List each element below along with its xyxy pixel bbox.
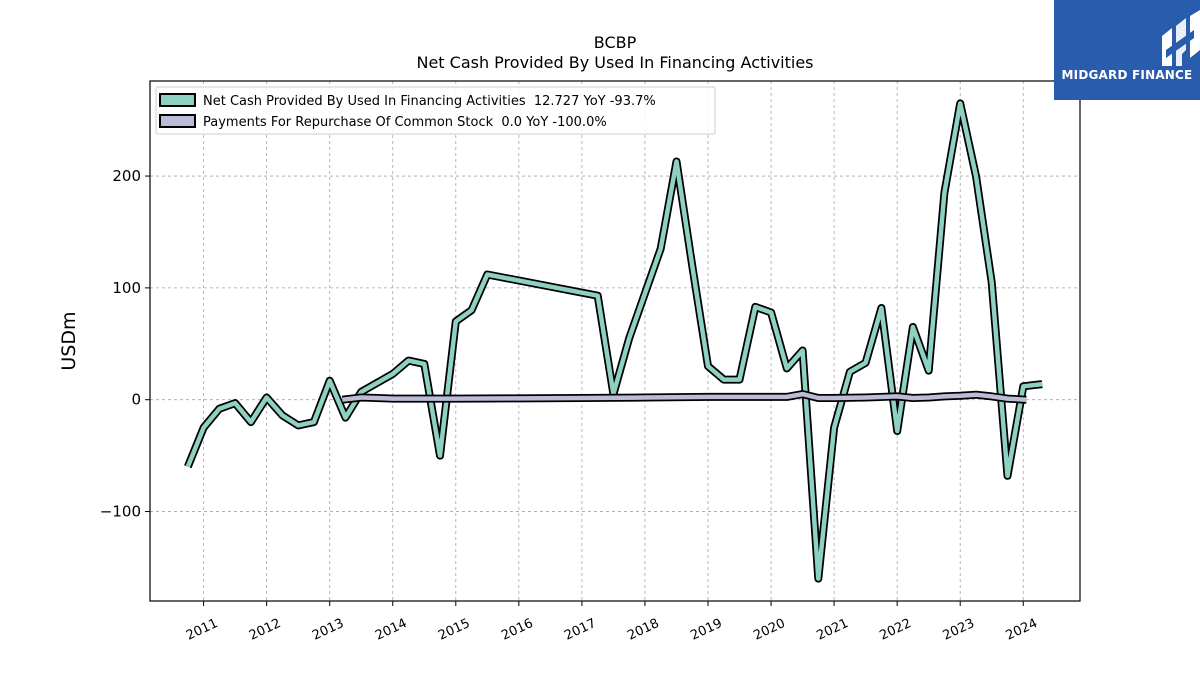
y-tick-label: 200	[112, 167, 141, 185]
brand-logo: MIDGARD FINANCE	[1054, 0, 1200, 100]
y-tick-label: 100	[112, 279, 141, 297]
midgard-logo-icon	[1162, 10, 1200, 66]
legend-swatch-repurchase	[159, 114, 196, 128]
series-0-line	[185, 101, 1043, 581]
y-axis-label: USDm	[58, 311, 80, 370]
x-tick-label: 2022	[878, 616, 914, 644]
legend-box	[155, 86, 716, 135]
x-tick-label: 2023	[941, 616, 977, 644]
legend-swatch-net-cash	[159, 93, 196, 107]
x-tick-label: 2011	[184, 616, 220, 644]
x-tick-label: 2014	[373, 616, 409, 644]
x-tick-label: 2015	[436, 616, 472, 644]
x-tick-label: 2024	[1004, 616, 1040, 644]
x-tick-label: 2021	[814, 616, 850, 644]
x-tick-label: 2018	[625, 616, 661, 644]
legend-label-net-cash: Net Cash Provided By Used In Financing A…	[203, 94, 656, 109]
legend: Net Cash Provided By Used In Financing A…	[155, 86, 716, 135]
series-1-line	[342, 391, 1027, 402]
y-tick-label: 0	[131, 391, 141, 409]
x-tick-label: 2013	[310, 616, 346, 644]
brand-name: MIDGARD FINANCE	[1061, 68, 1193, 82]
y-tick-label: −100	[100, 503, 141, 521]
x-tick-label: 2016	[499, 616, 535, 644]
legend-label-repurchase: Payments For Repurchase Of Common Stock …	[203, 115, 607, 130]
chart-title: BCBP	[594, 33, 637, 52]
x-tick-label: 2020	[751, 616, 787, 644]
x-tick-label: 2012	[247, 616, 283, 644]
series-layer	[184, 99, 1043, 583]
x-tick-label: 2019	[688, 616, 724, 644]
plot-frame	[149, 80, 1081, 602]
chart-subtitle: Net Cash Provided By Used In Financing A…	[416, 53, 813, 72]
x-tick-label: 2017	[562, 616, 598, 644]
series-0-outline	[184, 99, 1043, 583]
grid	[150, 81, 1080, 601]
